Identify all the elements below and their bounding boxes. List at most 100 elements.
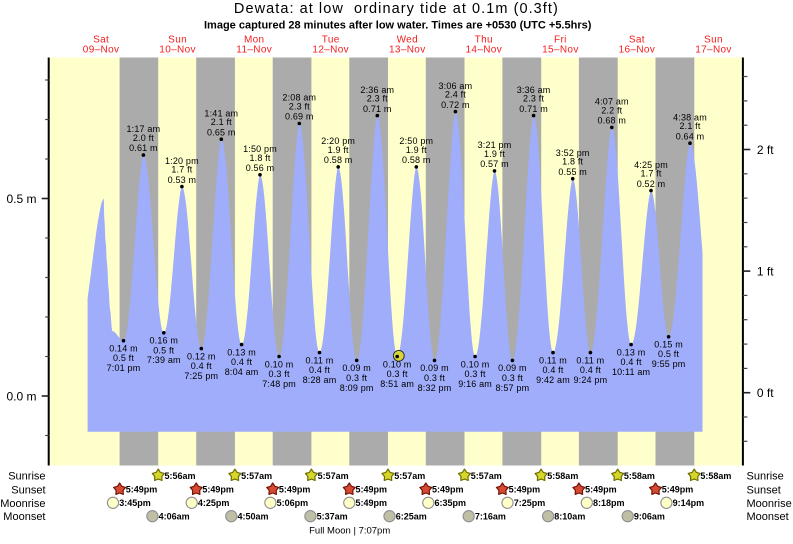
- svg-text:8:09 pm: 8:09 pm: [340, 383, 374, 393]
- svg-text:Moonrise: Moonrise: [0, 498, 45, 510]
- svg-text:0.69 m: 0.69 m: [285, 112, 314, 122]
- svg-text:8:28 am: 8:28 am: [303, 375, 337, 385]
- svg-text:0.3 ft: 0.3 ft: [502, 373, 523, 383]
- svg-text:0.12 m: 0.12 m: [187, 351, 216, 361]
- svg-text:0.5 ft: 0.5 ft: [113, 353, 134, 363]
- svg-text:16–Nov: 16–Nov: [619, 44, 656, 55]
- svg-text:2.3 ft: 2.3 ft: [289, 102, 310, 112]
- svg-text:5:37am: 5:37am: [317, 512, 348, 522]
- svg-text:0.10 m: 0.10 m: [265, 359, 294, 369]
- svg-text:Full Moon | 7:07pm: Full Moon | 7:07pm: [309, 526, 390, 537]
- svg-text:0.64 m: 0.64 m: [676, 131, 705, 141]
- svg-text:5:49pm: 5:49pm: [356, 485, 388, 495]
- svg-text:4:38 am: 4:38 am: [673, 112, 707, 122]
- svg-text:1.8 ft: 1.8 ft: [562, 157, 583, 167]
- svg-text:5:49pm: 5:49pm: [202, 485, 234, 495]
- svg-text:1.9 ft: 1.9 ft: [328, 145, 349, 155]
- svg-text:4:25pm: 4:25pm: [198, 498, 230, 508]
- svg-text:Moonset: Moonset: [747, 511, 789, 523]
- svg-text:5:06pm: 5:06pm: [277, 498, 309, 508]
- svg-text:5:49pm: 5:49pm: [356, 498, 388, 508]
- svg-text:Fri: Fri: [554, 35, 567, 46]
- svg-text:Thu: Thu: [475, 35, 493, 46]
- svg-text:Sun: Sun: [168, 35, 187, 46]
- svg-text:Wed: Wed: [397, 35, 418, 46]
- svg-text:9:42 am: 9:42 am: [536, 375, 570, 385]
- svg-text:5:49pm: 5:49pm: [432, 485, 464, 495]
- svg-text:0.71 m: 0.71 m: [519, 104, 548, 114]
- svg-text:Dewata: at low ordinary tide: Dewata: at low ordinary tide at 0.1m (0.…: [234, 1, 559, 17]
- svg-text:5:49pm: 5:49pm: [279, 485, 311, 495]
- svg-text:2.0 ft: 2.0 ft: [133, 133, 154, 143]
- svg-text:0.4 ft: 0.4 ft: [231, 357, 252, 367]
- svg-text:1:50 pm: 1:50 pm: [243, 144, 277, 154]
- svg-text:6:25am: 6:25am: [396, 512, 427, 522]
- svg-text:Sat: Sat: [93, 35, 109, 46]
- svg-text:1:17 am: 1:17 am: [127, 124, 161, 134]
- svg-text:15–Nov: 15–Nov: [542, 44, 579, 55]
- svg-text:2.3 ft: 2.3 ft: [367, 94, 388, 104]
- svg-text:8:57 pm: 8:57 pm: [496, 383, 530, 393]
- svg-text:5:58am: 5:58am: [624, 471, 655, 481]
- svg-text:3:06 am: 3:06 am: [439, 81, 473, 91]
- svg-text:0.58 m: 0.58 m: [402, 155, 431, 165]
- svg-text:8:10am: 8:10am: [554, 512, 585, 522]
- svg-text:10:11 am: 10:11 am: [612, 367, 650, 377]
- svg-text:2.3 ft: 2.3 ft: [523, 94, 544, 104]
- svg-text:4:06am: 4:06am: [159, 512, 190, 522]
- svg-text:2:20 pm: 2:20 pm: [321, 136, 355, 146]
- svg-text:0.55 m: 0.55 m: [558, 167, 587, 177]
- svg-text:5:49pm: 5:49pm: [126, 485, 158, 495]
- svg-text:0.5 ft: 0.5 ft: [153, 345, 174, 355]
- svg-text:2.1 ft: 2.1 ft: [679, 121, 700, 131]
- svg-text:0.56 m: 0.56 m: [246, 163, 275, 173]
- svg-text:4:50am: 4:50am: [238, 512, 269, 522]
- svg-text:0.15 m: 0.15 m: [654, 340, 683, 350]
- svg-text:0.0 m: 0.0 m: [6, 389, 36, 403]
- svg-text:5:49pm: 5:49pm: [662, 485, 694, 495]
- svg-text:4:07 am: 4:07 am: [595, 97, 629, 107]
- svg-text:0.11 m: 0.11 m: [576, 355, 604, 365]
- svg-text:Moonset: Moonset: [3, 511, 45, 523]
- svg-text:5:58am: 5:58am: [547, 471, 578, 481]
- svg-text:0.3 ft: 0.3 ft: [269, 369, 290, 379]
- svg-text:1 ft: 1 ft: [757, 264, 774, 278]
- svg-text:0.65 m: 0.65 m: [207, 127, 236, 137]
- svg-text:1:20 pm: 1:20 pm: [165, 156, 199, 166]
- svg-text:13–Nov: 13–Nov: [389, 44, 426, 55]
- svg-text:17–Nov: 17–Nov: [695, 44, 732, 55]
- svg-text:0.13 m: 0.13 m: [227, 347, 256, 357]
- svg-text:Sat: Sat: [629, 35, 645, 46]
- svg-text:0.10 m: 0.10 m: [461, 359, 490, 369]
- svg-text:0.5 m: 0.5 m: [6, 192, 36, 206]
- svg-text:5:56am: 5:56am: [165, 471, 196, 481]
- svg-text:Mon: Mon: [244, 35, 265, 46]
- svg-text:10–Nov: 10–Nov: [159, 44, 196, 55]
- svg-text:Sunrise: Sunrise: [747, 470, 784, 482]
- svg-text:09–Nov: 09–Nov: [83, 44, 120, 55]
- svg-text:2.1 ft: 2.1 ft: [211, 117, 232, 127]
- svg-text:0.4 ft: 0.4 ft: [580, 365, 601, 375]
- svg-text:8:18pm: 8:18pm: [593, 498, 625, 508]
- svg-text:2 ft: 2 ft: [757, 143, 774, 157]
- svg-text:0.4 ft: 0.4 ft: [542, 365, 563, 375]
- svg-text:1.7 ft: 1.7 ft: [171, 165, 192, 175]
- svg-text:9:16 am: 9:16 am: [458, 379, 492, 389]
- svg-text:1.8 ft: 1.8 ft: [249, 153, 270, 163]
- svg-text:7:39 am: 7:39 am: [147, 355, 181, 365]
- svg-text:0.53 m: 0.53 m: [168, 175, 197, 185]
- svg-text:0.14 m: 0.14 m: [109, 344, 138, 354]
- svg-text:3:21 pm: 3:21 pm: [478, 140, 512, 150]
- svg-text:5:57am: 5:57am: [241, 471, 272, 481]
- svg-text:2:08 am: 2:08 am: [282, 93, 316, 103]
- svg-text:9:24 pm: 9:24 pm: [574, 375, 608, 385]
- svg-text:0.13 m: 0.13 m: [617, 347, 646, 357]
- svg-text:5:58am: 5:58am: [700, 471, 731, 481]
- svg-text:2:50 pm: 2:50 pm: [399, 136, 433, 146]
- svg-text:0.4 ft: 0.4 ft: [191, 361, 212, 371]
- svg-text:4:25 pm: 4:25 pm: [634, 160, 668, 170]
- svg-text:0.61 m: 0.61 m: [129, 143, 158, 153]
- svg-text:0.3 ft: 0.3 ft: [465, 369, 486, 379]
- svg-text:0.71 m: 0.71 m: [363, 104, 392, 114]
- svg-text:5:57am: 5:57am: [318, 471, 349, 481]
